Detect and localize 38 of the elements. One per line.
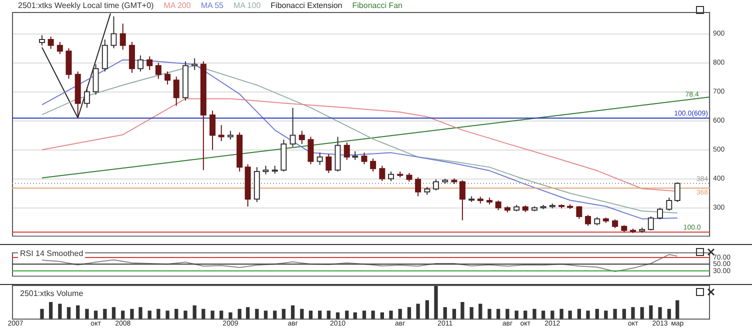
bar <box>506 308 510 320</box>
bar <box>210 310 214 320</box>
bar <box>371 310 375 320</box>
bar <box>416 304 420 320</box>
bar <box>138 307 142 320</box>
text: 2501:xtks Volume <box>18 289 86 298</box>
bar <box>532 308 536 320</box>
bar <box>228 312 232 320</box>
bar <box>586 310 590 320</box>
bar <box>389 310 393 320</box>
bar <box>488 308 492 320</box>
bar <box>58 304 62 320</box>
bar <box>676 300 680 320</box>
text: MA 55 <box>198 1 226 10</box>
bar <box>130 308 134 320</box>
bar <box>568 310 572 320</box>
bar <box>48 302 53 320</box>
bar <box>658 307 662 320</box>
chart-title: 2501:xtks Weekly Local time (GMT+0) <box>16 1 156 10</box>
bar <box>238 308 242 320</box>
bar <box>166 310 170 320</box>
bar <box>631 307 635 320</box>
bar <box>478 304 482 320</box>
bar <box>425 300 429 320</box>
bar <box>156 308 160 320</box>
bar <box>460 302 464 320</box>
text: MA 100 <box>232 1 263 10</box>
bar <box>470 307 474 320</box>
text: Fibonacci Extension <box>268 1 344 10</box>
bar <box>85 308 89 320</box>
text: Fibonacci Fan <box>350 1 404 10</box>
text: MA 200 <box>162 1 193 10</box>
bar <box>40 308 44 320</box>
bar <box>613 308 617 320</box>
bar <box>184 310 188 320</box>
chart-title: RSI 14 Smoothed <box>18 249 86 258</box>
bar <box>514 310 518 320</box>
bar <box>560 308 564 320</box>
